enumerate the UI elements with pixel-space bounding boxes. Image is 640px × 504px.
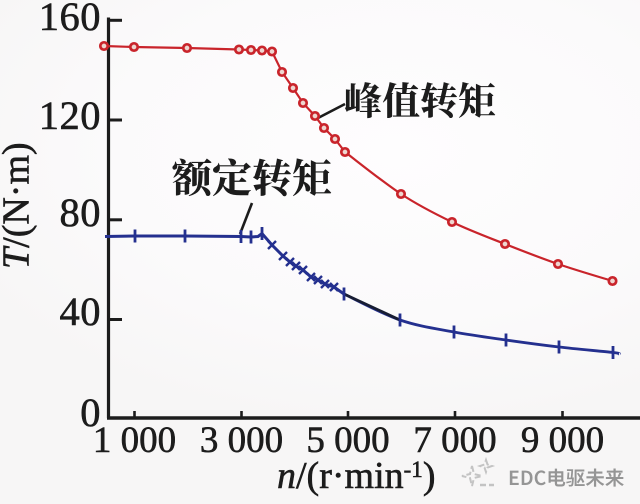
- svg-text:160: 160: [39, 0, 101, 39]
- svg-text:7 000: 7 000: [413, 420, 496, 461]
- svg-text:1 000: 1 000: [93, 420, 176, 461]
- svg-text:T/(N·m): T/(N·m): [0, 142, 38, 269]
- svg-text:5 000: 5 000: [306, 420, 389, 461]
- svg-text:9 000: 9 000: [521, 420, 604, 461]
- svg-text:n/(r·min-1): n/(r·min-1): [277, 455, 435, 497]
- svg-text:40: 40: [60, 289, 102, 334]
- svg-text:0: 0: [80, 390, 101, 435]
- svg-text:120: 120: [39, 93, 101, 138]
- svg-text:3 000: 3 000: [200, 420, 283, 461]
- svg-text:80: 80: [60, 190, 102, 235]
